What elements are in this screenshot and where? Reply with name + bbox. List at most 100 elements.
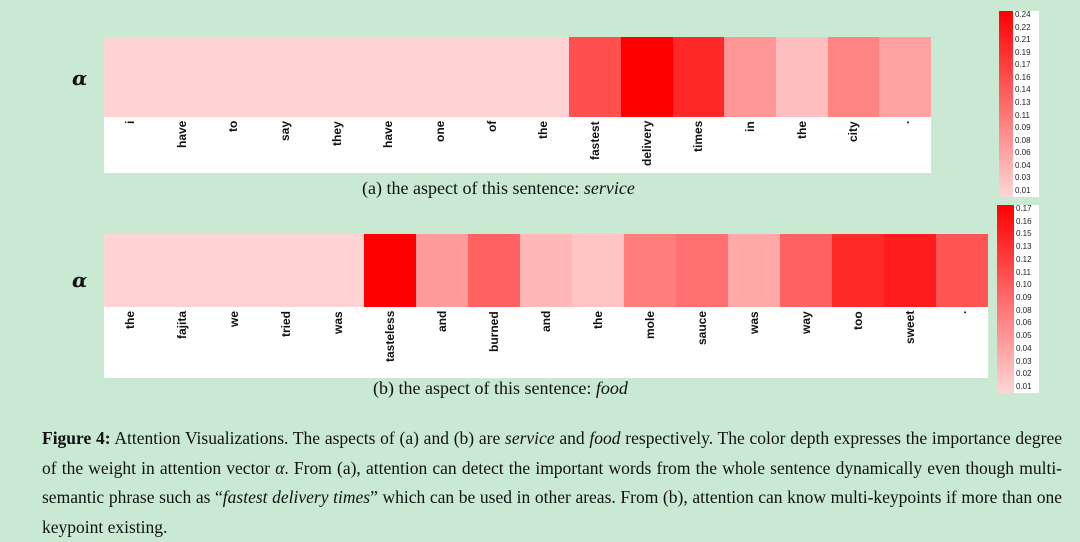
colorbar-tick: 0.08 — [1015, 135, 1031, 145]
word-label: the — [794, 121, 809, 139]
colorbar-a-gradient — [999, 11, 1013, 197]
heatmap-cell — [672, 37, 725, 117]
heatmap-cell — [364, 234, 416, 307]
colorbar-tick: 0.11 — [1015, 110, 1030, 120]
word-label: and — [435, 310, 449, 332]
colorbar-tick: 0.08 — [1016, 305, 1032, 315]
word-label-cell: i — [104, 117, 156, 173]
colorbar-tick: 0.04 — [1015, 160, 1031, 170]
heatmap-cell — [572, 234, 624, 307]
colorbar-tick: 0.01 — [1016, 382, 1032, 391]
word-label-cell: times — [673, 117, 725, 173]
heatmap-cell — [416, 234, 468, 307]
word-label: burned — [487, 311, 501, 352]
colorbar-tick: 0.21 — [1015, 35, 1031, 45]
colorbar-a-ticks: 0.24 0.22 0.21 0.19 0.17 0.16 0.14 0.13 0.11 0.09… — [1015, 11, 1039, 197]
word-label: sauce — [695, 310, 709, 345]
word-label: have — [174, 120, 189, 148]
word-label-cell: way — [780, 307, 832, 378]
colorbar-tick: 0.09 — [1016, 293, 1032, 302]
heatmap-cell — [879, 37, 931, 117]
word-label: city — [846, 121, 861, 142]
word-label-cell: the — [104, 307, 156, 378]
colorbar-tick: 0.06 — [1016, 318, 1032, 328]
heatmap-cell — [832, 234, 884, 307]
attention-heatmap-b: the fajita we tried was tasteless and burned and… — [104, 234, 988, 378]
colorbar-tick: 0.15 — [1016, 229, 1032, 239]
word-label: tried — [279, 310, 293, 337]
word-label: i — [122, 120, 137, 124]
colorbar-tick: 0.12 — [1016, 254, 1032, 264]
caption-em-1: service — [505, 428, 555, 448]
word-label: the — [123, 311, 137, 329]
heatmap-cell — [780, 234, 832, 307]
word-label-cell: tried — [260, 307, 312, 378]
word-label-cell: delivery — [621, 117, 673, 173]
heatmap-cell — [207, 37, 260, 117]
word-label-cell: . — [936, 307, 988, 378]
caption-text-4: . From (a), attention can detect the imp… — [42, 457, 1063, 508]
word-label-cell: and — [416, 307, 468, 378]
word-label-cell: the — [518, 117, 570, 173]
heatmap-cell — [155, 37, 208, 117]
caption-b-aspect: food — [595, 378, 628, 398]
figure-label: Figure 4: — [42, 428, 111, 448]
heatmap-cell — [259, 37, 311, 117]
heatmap-cell — [620, 37, 673, 117]
word-label: one — [432, 120, 447, 142]
word-label: have — [381, 120, 396, 148]
word-label: the — [591, 311, 605, 329]
heatmap-words-a: i have to say they have one of the fastest deliver… — [104, 117, 931, 173]
heatmap-cell — [624, 234, 676, 307]
word-label: delivery — [639, 120, 654, 166]
word-label-cell: too — [832, 307, 884, 378]
word-label-cell: the — [776, 117, 828, 173]
colorbar-tick: 0.16 — [1015, 72, 1031, 82]
colorbar-tick: 0.11 — [1016, 267, 1031, 277]
attention-heatmap-a: i have to say they have one of the fastest deliver… — [104, 37, 931, 173]
heatmap-cell — [362, 37, 415, 117]
heatmap-cell — [312, 234, 364, 307]
word-label-cell: . — [879, 117, 931, 173]
colorbar-tick: 0.13 — [1015, 98, 1031, 107]
word-label-cell: say — [259, 117, 311, 173]
heatmap-words-b: the fajita we tried was tasteless and burned and… — [104, 307, 988, 378]
word-label: too — [851, 311, 865, 330]
heatmap-cell — [104, 37, 156, 117]
word-label: in — [743, 121, 758, 132]
word-label-cell: have — [362, 117, 414, 173]
alpha-symbol-b: α — [72, 268, 88, 292]
word-label: . — [955, 310, 969, 314]
heatmap-cell — [569, 37, 621, 117]
caption-a: (a) the aspect of this sentence: service — [362, 178, 635, 199]
heatmap-cell — [728, 234, 780, 307]
colorbar-tick: 0.03 — [1015, 173, 1031, 183]
heatmap-cell — [468, 234, 520, 307]
word-label-cell: one — [414, 117, 466, 173]
caption-a-prefix: (a) the aspect of this sentence: — [362, 178, 584, 198]
word-label: times — [691, 120, 706, 152]
word-label: was — [331, 311, 345, 334]
word-label: say — [277, 120, 292, 141]
word-label-cell: sauce — [676, 307, 728, 378]
heatmap-cell — [260, 234, 312, 307]
colorbar-tick: 0.05 — [1016, 331, 1032, 341]
caption-text-5: ” which can be used in other areas. From… — [42, 487, 1062, 537]
colorbar-tick: 0.22 — [1015, 22, 1031, 32]
word-label-cell: they — [311, 117, 363, 173]
caption-a-aspect: service — [583, 178, 635, 198]
heatmap-cell — [936, 234, 988, 307]
colorbar-tick: 0.02 — [1016, 369, 1032, 379]
colorbar-a: 0.24 0.22 0.21 0.19 0.17 0.16 0.14 0.13 0.11 0.09… — [999, 11, 1039, 197]
word-label: we — [227, 310, 241, 327]
heatmap-cell — [676, 234, 728, 307]
colorbar-tick: 0.09 — [1015, 123, 1031, 133]
colorbar-tick: 0.17 — [1016, 204, 1032, 213]
heatmap-cell — [414, 37, 466, 117]
colorbar-tick: 0.19 — [1015, 47, 1031, 57]
heatmap-cell — [775, 37, 828, 117]
word-label: fajita — [175, 310, 189, 339]
caption-b-prefix: (b) the aspect of this sentence: — [373, 378, 596, 398]
word-label-cell: to — [207, 117, 259, 173]
caption-b: (b) the aspect of this sentence: food — [373, 378, 628, 399]
